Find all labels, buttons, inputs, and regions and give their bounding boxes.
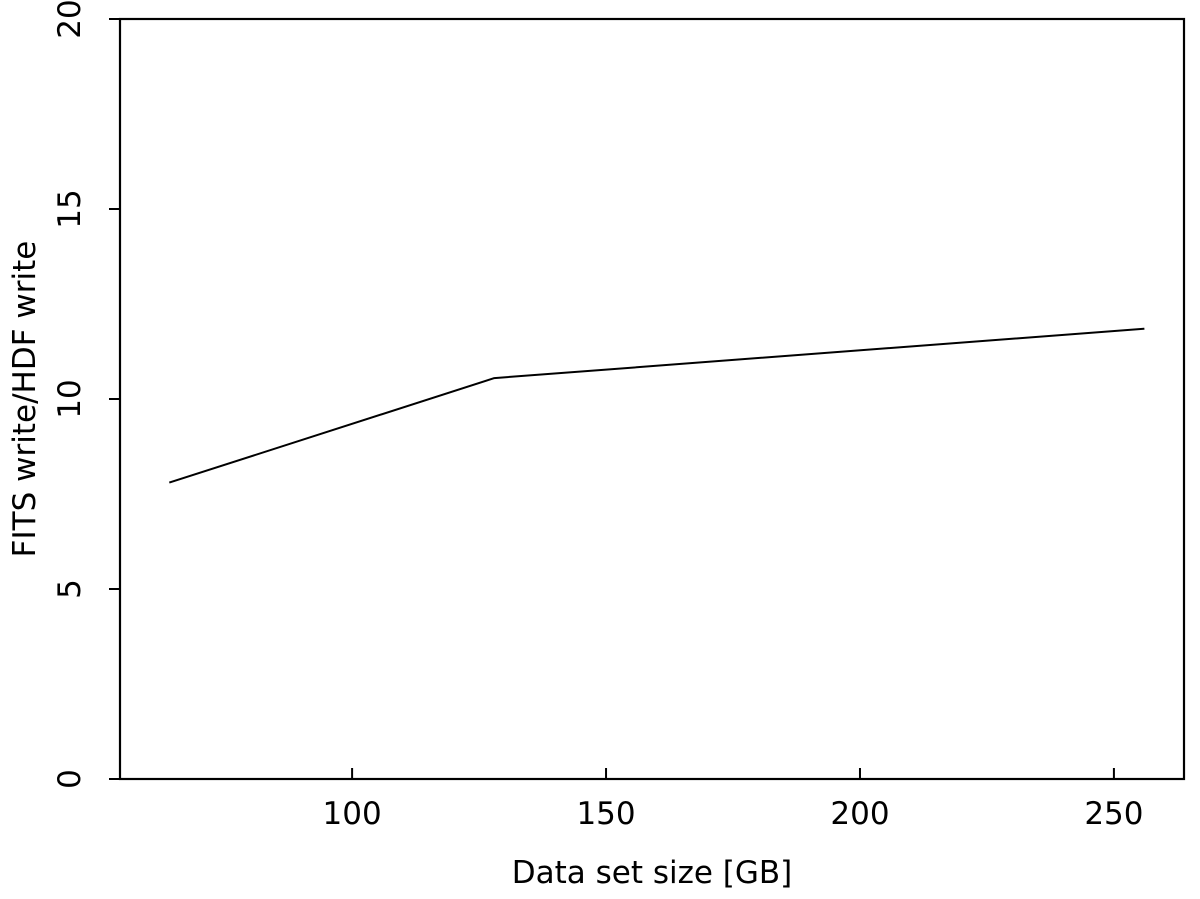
plot-frame <box>118 17 1186 781</box>
x-tick-label: 200 <box>830 796 889 832</box>
y-tick-label: 15 <box>52 189 88 228</box>
y-tick-label: 10 <box>52 379 88 418</box>
x-tick-label: 100 <box>323 796 382 832</box>
x-tick-label: 250 <box>1084 796 1143 832</box>
series-layer <box>168 327 1145 484</box>
y-tick-label: 0 <box>52 769 88 789</box>
x-axis-ticks: 100 150 200 250 <box>323 768 1143 832</box>
y-tick-label: 20 <box>52 0 88 39</box>
y-axis-label: FITS write/HDF write <box>7 241 43 558</box>
series-line <box>168 327 1145 484</box>
y-axis-ticks: 0 5 10 15 20 <box>52 0 120 789</box>
x-tick-label: 150 <box>576 796 635 832</box>
y-tick-label: 5 <box>52 579 88 599</box>
x-axis-label: Data set size [GB] <box>512 855 793 891</box>
